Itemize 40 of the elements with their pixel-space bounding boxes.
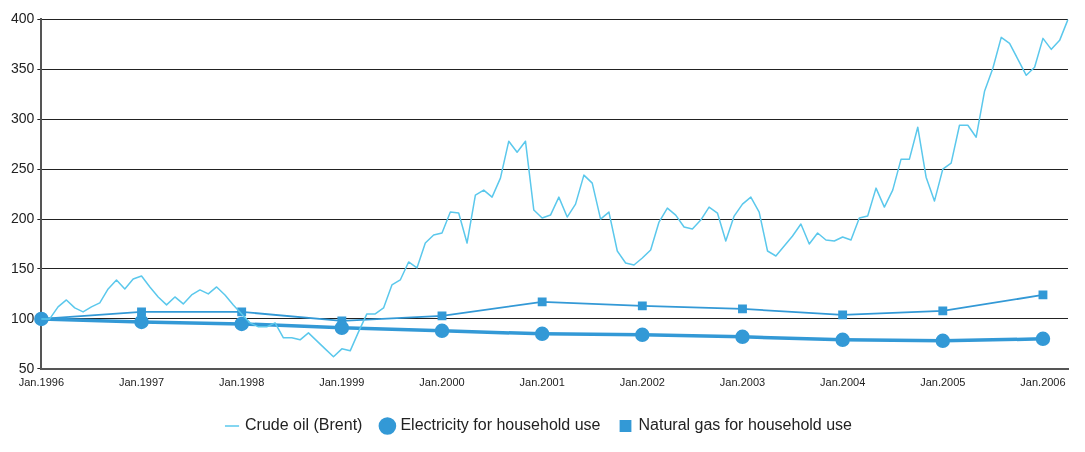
y-tick-label: 200 xyxy=(11,209,35,226)
y-tick-label: 350 xyxy=(11,60,35,77)
y-tick-label: 250 xyxy=(11,160,35,176)
legend-label: Natural gas for household use xyxy=(638,416,853,434)
point xyxy=(835,332,850,348)
point xyxy=(637,301,647,311)
x-tick-label: Jan.2006 xyxy=(1020,376,1066,389)
y-tick-label: 150 xyxy=(11,259,35,276)
point xyxy=(537,297,547,307)
point xyxy=(334,320,350,336)
x-tick-label: Jan.2005 xyxy=(920,376,966,389)
point xyxy=(938,306,948,316)
x-tick-label: Jan.1998 xyxy=(219,376,265,389)
point xyxy=(635,327,650,343)
y-tick-label: 50 xyxy=(18,359,35,376)
x-tick-label: Jan.2000 xyxy=(419,376,465,389)
point xyxy=(735,329,750,345)
legend-label: Crude oil (Brent) xyxy=(245,416,363,434)
y-tick-label: 300 xyxy=(11,110,35,127)
x-tick-label: Jan.1999 xyxy=(319,376,365,389)
x-tick-label: Jan.2003 xyxy=(719,376,766,389)
x-tick-label: Jan.2001 xyxy=(519,376,565,389)
point xyxy=(738,304,747,314)
x-tick-label: Jan.1996 xyxy=(18,376,64,389)
point xyxy=(1038,290,1048,300)
legend-label: Electricity for household use xyxy=(400,416,601,434)
x-tick-label: Jan.2002 xyxy=(619,376,665,389)
point xyxy=(234,316,249,332)
point xyxy=(1035,331,1051,347)
point xyxy=(137,307,146,317)
point xyxy=(134,314,149,330)
point xyxy=(534,326,550,342)
x-tick-label: Jan.2004 xyxy=(820,376,866,389)
point xyxy=(437,311,447,321)
y-tick-label: 400 xyxy=(11,10,35,27)
x-tick-label: Jan.1997 xyxy=(118,376,165,389)
point xyxy=(838,310,848,320)
y-tick-label: 100 xyxy=(11,309,35,326)
point xyxy=(935,333,951,349)
point xyxy=(434,323,450,339)
